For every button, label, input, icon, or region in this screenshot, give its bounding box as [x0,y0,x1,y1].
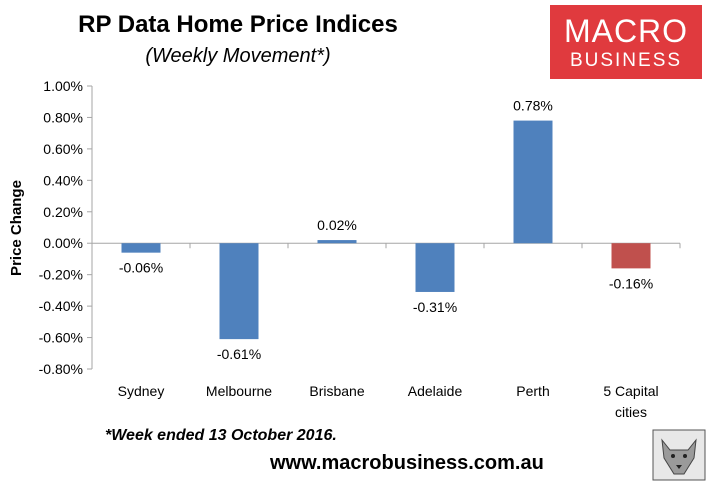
website-url: www.macrobusiness.com.au [269,452,544,474]
data-label: -0.61% [217,346,261,362]
y-axis-label: Price Change [8,180,25,276]
axes [91,86,681,369]
bar [415,243,455,292]
bar [611,243,651,269]
y-tick-label: -0.60% [39,330,83,346]
x-tick-label: Sydney [118,383,165,399]
bar [317,240,357,244]
x-tick-label: Brisbane [309,383,364,399]
y-tick-label: 0.60% [43,141,83,157]
data-labels: -0.06% -0.61% 0.02% -0.31% 0.78% -0.16% [119,98,653,363]
data-label: -0.06% [119,260,163,276]
y-tick-label: -0.40% [39,298,83,314]
macrobusiness-logo: MACRO BUSINESS [550,5,702,79]
footnote: *Week ended 13 October 2016. [105,427,337,444]
bar [219,243,259,340]
data-label: -0.16% [609,275,653,291]
wolf-emblem-icon [652,429,706,481]
y-tick-label: 0.80% [43,109,83,125]
y-axis-ticks: 1.00% 0.80% 0.60% 0.40% 0.20% 0.00% -0.20% -0.4… [39,78,92,377]
logo-line1: MACRO [564,13,688,49]
x-axis-categories: Sydney Melbourne Brisbane Adelaide Perth 5 Ca… [118,383,659,420]
bars [121,120,651,340]
y-tick-label: -0.20% [39,267,83,283]
logo-line2: BUSINESS [570,50,682,71]
y-tick-label: 0.40% [43,172,83,188]
y-tick-label: 1.00% [43,78,83,94]
y-tick-label: 0.20% [43,204,83,220]
data-label: 0.78% [513,98,553,114]
y-tick-label: 0.00% [43,235,83,251]
chart-subtitle: (Weekly Movement*) [145,45,330,67]
data-label: 0.02% [317,217,357,233]
x-tick-label: Perth [516,383,549,399]
y-tick-label: -0.80% [39,361,83,377]
x-tick-label: Adelaide [408,383,463,399]
bar [513,120,553,244]
x-tick-label: Melbourne [206,383,272,399]
bar [121,243,161,253]
x-tick-label: 5 Capital cities [603,383,658,420]
data-label: -0.31% [413,299,457,315]
chart-title: RP Data Home Price Indices [78,11,398,38]
